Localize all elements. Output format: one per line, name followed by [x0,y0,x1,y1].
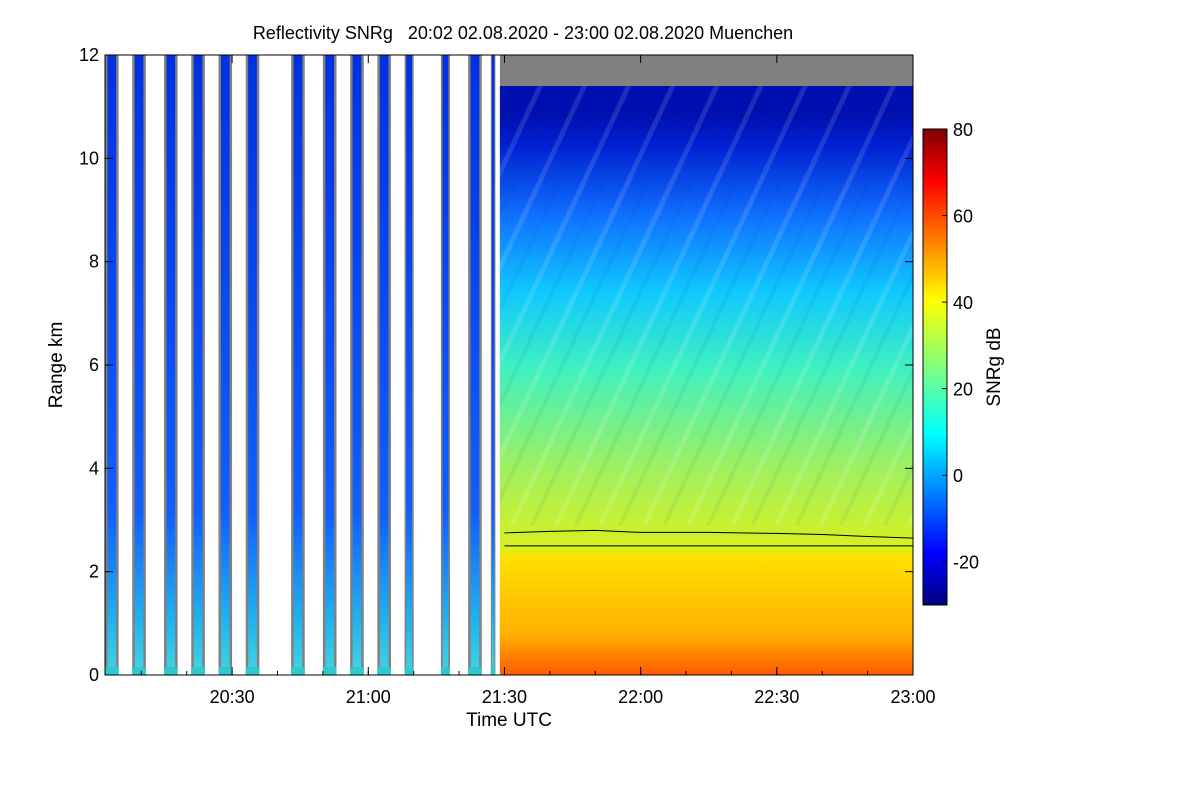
colorbar-tick-label: -20 [953,553,979,573]
data-segment-6 [245,55,260,675]
signal-fill [107,55,117,668]
data-segment-9 [350,55,364,675]
signal-fill [220,55,230,668]
near-ground-fill [105,667,119,675]
data-segment-3 [164,55,178,675]
near-ground-fill [132,667,146,675]
near-ground-fill [350,667,364,675]
x-tick-label: 21:00 [346,687,391,707]
data-segment-11 [404,55,414,675]
signal-fill [352,55,362,668]
y-tick-label: 6 [89,355,99,375]
x-tick-label: 20:30 [210,687,255,707]
near-ground-fill [440,667,450,675]
near-ground-fill [468,667,482,675]
y-tick-label: 2 [89,562,99,582]
plot-area [105,55,913,675]
near-ground-fill [322,667,337,675]
y-axis-title: Range km [46,322,67,409]
signal-fill [470,55,480,668]
signal-fill [248,55,257,668]
y-axis-ticks: 0 2 4 6 8 10 12 [79,45,913,685]
x-tick-label: 21:30 [482,687,527,707]
near-ground-fill [377,667,391,675]
signal-fill [406,55,413,668]
data-segment-10 [377,55,391,675]
near-ground-fill [191,667,205,675]
colorbar-ticks: -20 0 20 40 60 80 [942,120,979,573]
y-tick-label: 0 [89,665,99,685]
y-tick-label: 10 [79,148,99,168]
signal-fill [293,55,303,668]
signal-fill [193,55,203,668]
signal-fill [325,55,335,668]
data-segment-7 [291,55,305,675]
y-tick-label: 12 [79,45,99,65]
colorbar: -20 0 20 40 60 80 SNRg dB [922,120,1005,606]
colorbar-tick-label: 40 [953,293,973,313]
near-ground-fill [404,667,414,675]
fall-streaks [499,86,913,526]
data-segment-13 [468,55,482,675]
x-tick-label: 23:00 [890,687,935,707]
continuous-segment [499,55,913,675]
near-ground-fill [218,667,233,675]
colorbar-tick-label: 80 [953,120,973,140]
data-segment-5 [218,55,233,675]
chart-title: Reflectivity SNRg 20:02 02.08.2020 - 23:… [253,23,793,43]
x-axis-title: Time UTC [466,710,552,731]
data-segment-12 [440,55,450,675]
signal-fill [166,55,176,668]
signal-fill [442,55,449,668]
colorbar-tick-label: 60 [953,207,973,227]
colorbar-title: SNRg dB [984,327,1005,406]
x-tick-label: 22:30 [754,687,799,707]
near-ground-fill [245,667,260,675]
signal-fill [134,55,144,668]
near-ground-fill [164,667,178,675]
signal-fill [491,55,495,668]
colorbar-tick-label: 0 [953,466,963,486]
near-ground-fill [291,667,305,675]
data-segment-8 [322,55,337,675]
data-segment-4 [191,55,205,675]
near-ground-fill [490,667,496,675]
data-segment-14 [490,55,496,675]
boundary-line-1 [504,529,913,539]
x-axis-ticks: 20:30 21:00 21:30 22:00 22:30 23:00 [140,55,936,707]
y-tick-label: 4 [89,458,99,478]
colorbar-scale [922,128,948,606]
signal-fill [379,55,389,668]
colorbar-tick-label: 20 [953,380,973,400]
x-tick-label: 22:00 [618,687,663,707]
y-tick-label: 8 [89,252,99,272]
data-segment-2 [132,55,146,675]
